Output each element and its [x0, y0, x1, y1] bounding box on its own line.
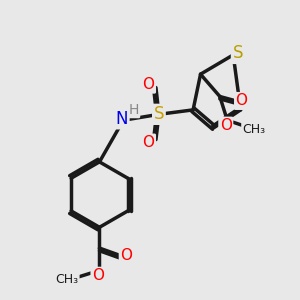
Text: S: S — [232, 44, 243, 62]
Text: O: O — [92, 268, 104, 283]
Text: O: O — [142, 135, 154, 150]
Text: S: S — [154, 105, 164, 123]
Text: CH₃: CH₃ — [55, 273, 78, 286]
Text: CH₃: CH₃ — [242, 123, 266, 136]
Text: O: O — [236, 94, 247, 109]
Text: O: O — [220, 118, 232, 133]
Text: N: N — [116, 110, 128, 128]
Text: O: O — [120, 248, 132, 263]
Text: H: H — [128, 103, 139, 117]
Text: O: O — [142, 77, 154, 92]
